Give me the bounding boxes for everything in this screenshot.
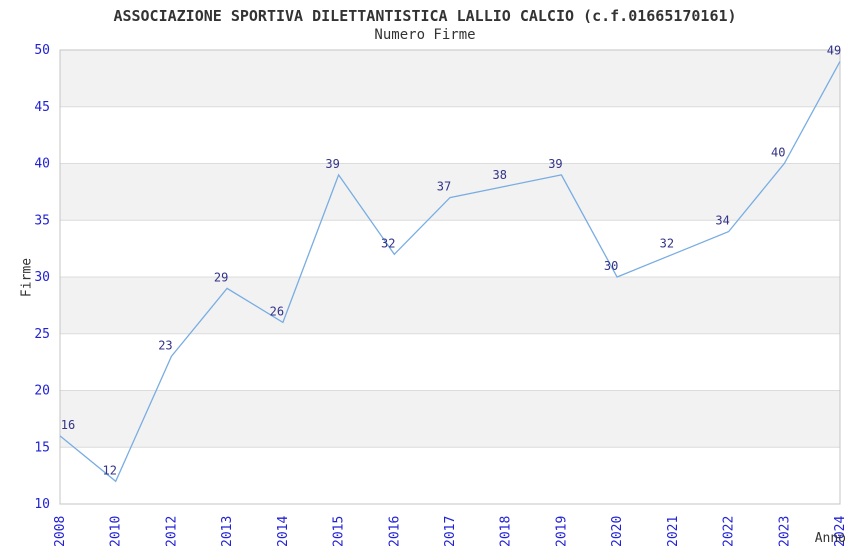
data-point-label: 34	[715, 214, 729, 228]
plot-border	[59, 49, 841, 505]
y-tick-label: 45	[34, 100, 50, 115]
y-tick-label: 35	[34, 213, 50, 228]
y-tick-label: 15	[34, 440, 50, 455]
x-tick-label: 2023	[777, 516, 792, 547]
y-tick-label: 40	[34, 157, 50, 172]
data-point-label: 40	[771, 146, 785, 160]
chart-title: ASSOCIAZIONE SPORTIVA DILETTANTISTICA LA…	[113, 7, 737, 25]
data-point-label: 29	[214, 270, 228, 284]
x-tick-label: 2010	[109, 516, 124, 547]
grid-band	[60, 390, 840, 448]
data-point-label: 23	[158, 338, 172, 352]
data-point-label: 30	[604, 259, 618, 273]
y-tick-label: 30	[34, 270, 50, 285]
data-point-label: 26	[270, 304, 284, 318]
y-tick-label: 25	[34, 327, 50, 342]
data-point-label: 39	[548, 157, 562, 171]
data-point-label: 32	[660, 236, 674, 250]
data-point-label: 16	[61, 418, 75, 432]
grid-band	[60, 50, 840, 107]
grid-band	[60, 163, 840, 221]
x-tick-label: 2013	[220, 516, 235, 547]
data-point-label: 49	[827, 43, 841, 57]
data-point-label: 37	[437, 180, 451, 194]
x-tick-label: 2024	[833, 516, 848, 547]
data-point-label: 32	[381, 236, 395, 250]
grid-band	[60, 277, 840, 334]
x-tick-label: 2018	[499, 516, 514, 547]
y-tick-label: 10	[34, 497, 50, 512]
x-tick-label: 2019	[554, 516, 569, 547]
data-line	[59, 61, 841, 483]
x-tick-label: 2020	[610, 516, 625, 547]
x-tick-label: 2016	[387, 516, 402, 547]
x-tick-label: 2017	[443, 516, 458, 547]
x-tick-label: 2012	[164, 516, 179, 547]
x-tick-label: 2021	[666, 516, 681, 547]
data-point-label: 12	[102, 463, 116, 477]
data-point-label: 38	[492, 168, 506, 182]
y-tick-label: 50	[34, 43, 50, 58]
x-tick-label: 2022	[722, 516, 737, 547]
data-point-label: 39	[325, 157, 339, 171]
chart-subtitle: Numero Firme	[374, 27, 476, 43]
x-tick-label: 2015	[332, 516, 347, 547]
y-tick-label: 20	[34, 384, 50, 399]
x-tick-label: 2014	[276, 516, 291, 547]
x-axis-title: Anno	[814, 531, 846, 546]
x-tick-label: 2008	[53, 516, 68, 547]
